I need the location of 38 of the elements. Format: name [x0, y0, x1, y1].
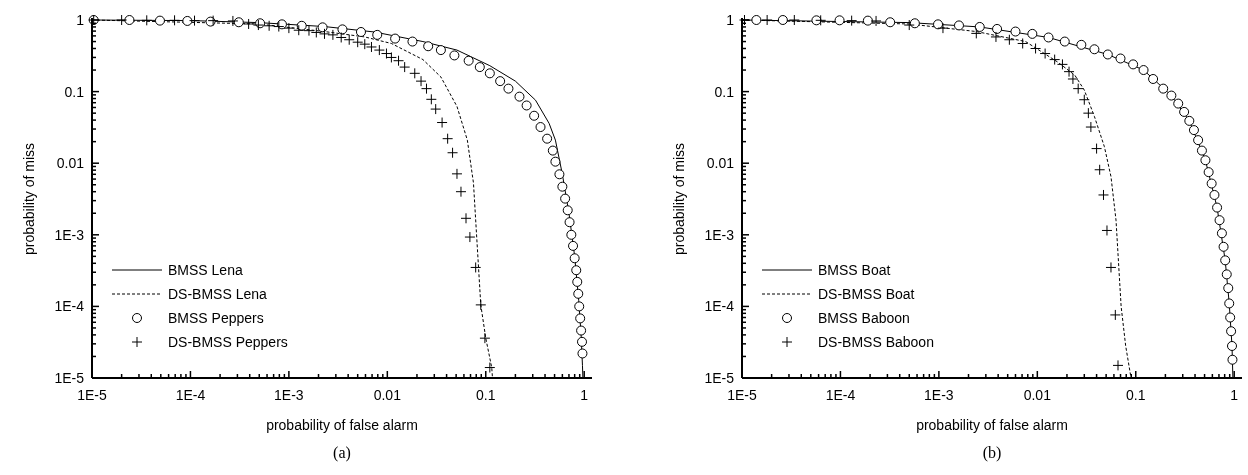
- text: (b): [982, 444, 1002, 462]
- y-axis-title: probability of miss: [671, 142, 687, 256]
- legend-label: BMSS Lena: [168, 262, 243, 278]
- legend-label: BMSS Peppers: [168, 310, 264, 326]
- x-tick-label: 1E-4: [825, 387, 856, 403]
- y-tick-label: 1: [726, 12, 735, 28]
- legend-label: DS-BMSS Lena: [168, 286, 268, 302]
- y-tick-label: 1E-3: [54, 226, 85, 243]
- x-tick-label: 0.1: [1126, 387, 1146, 403]
- x-tick-label: 1: [1230, 387, 1239, 403]
- x-tick-label: 0.01: [1023, 387, 1052, 403]
- x-tick-label: 1E-3: [274, 387, 304, 403]
- y-tick-label: 1: [76, 12, 85, 28]
- legend-label: DS-BMSS Boat: [818, 286, 915, 302]
- x-tick-label: 1E-3: [924, 387, 954, 403]
- text: (a): [333, 444, 351, 462]
- y-tick-label: 1E-4: [704, 298, 735, 315]
- y-tick-label: 0.1: [714, 83, 735, 100]
- y-tick-label: 1E-5: [54, 370, 85, 386]
- x-tick-label: 0.1: [476, 387, 496, 403]
- x-tick-label: 0.01: [373, 387, 402, 403]
- x-tick-label: 1E-4: [175, 387, 206, 403]
- y-axis-title: probability of miss: [21, 142, 37, 256]
- y-tick-label: 0.01: [56, 155, 85, 172]
- x-axis-title: probability of false alarm: [916, 417, 1068, 433]
- x-axis-title: probability of false alarm: [266, 417, 418, 433]
- legend-label: BMSS Baboon: [818, 310, 910, 326]
- x-tick-label: 1E-5: [727, 387, 757, 403]
- y-tick-label: 0.01: [706, 155, 735, 172]
- legend-label: BMSS Boat: [818, 262, 891, 278]
- legend-label: DS-BMSS Baboon: [818, 334, 934, 350]
- y-tick-label: 1E-5: [704, 370, 735, 386]
- y-tick-label: 1E-4: [54, 298, 85, 315]
- y-tick-label: 1E-3: [704, 226, 735, 243]
- legend-label: DS-BMSS Peppers: [168, 334, 288, 350]
- x-tick-label: 1E-5: [77, 387, 107, 403]
- y-tick-label: 0.1: [64, 83, 85, 100]
- x-tick-label: 1: [580, 387, 589, 403]
